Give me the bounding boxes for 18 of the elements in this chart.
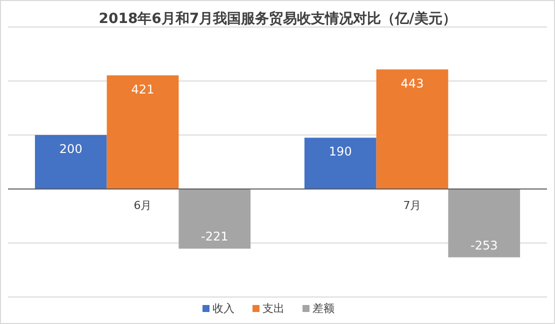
data-label: 190 xyxy=(328,144,352,159)
legend-label: 差额 xyxy=(312,302,334,315)
data-label: -253 xyxy=(470,238,498,252)
bar xyxy=(448,189,520,258)
legend-label: 支出 xyxy=(262,302,284,315)
data-label: 421 xyxy=(131,82,154,96)
x-tick-label: 6月 xyxy=(134,199,152,212)
chart-title: 2018年6月和7月我国服务贸易收支情况对比（亿/美元） xyxy=(98,10,456,27)
legend-label: 收入 xyxy=(212,302,234,315)
data-label: -221 xyxy=(201,230,228,244)
bar xyxy=(178,189,251,249)
bar xyxy=(376,69,448,189)
bar xyxy=(106,75,179,189)
data-label: 443 xyxy=(400,76,424,90)
data-label: 200 xyxy=(59,142,82,156)
x-tick-label: 7月 xyxy=(403,199,422,212)
bar xyxy=(34,135,107,189)
bar xyxy=(304,138,376,189)
